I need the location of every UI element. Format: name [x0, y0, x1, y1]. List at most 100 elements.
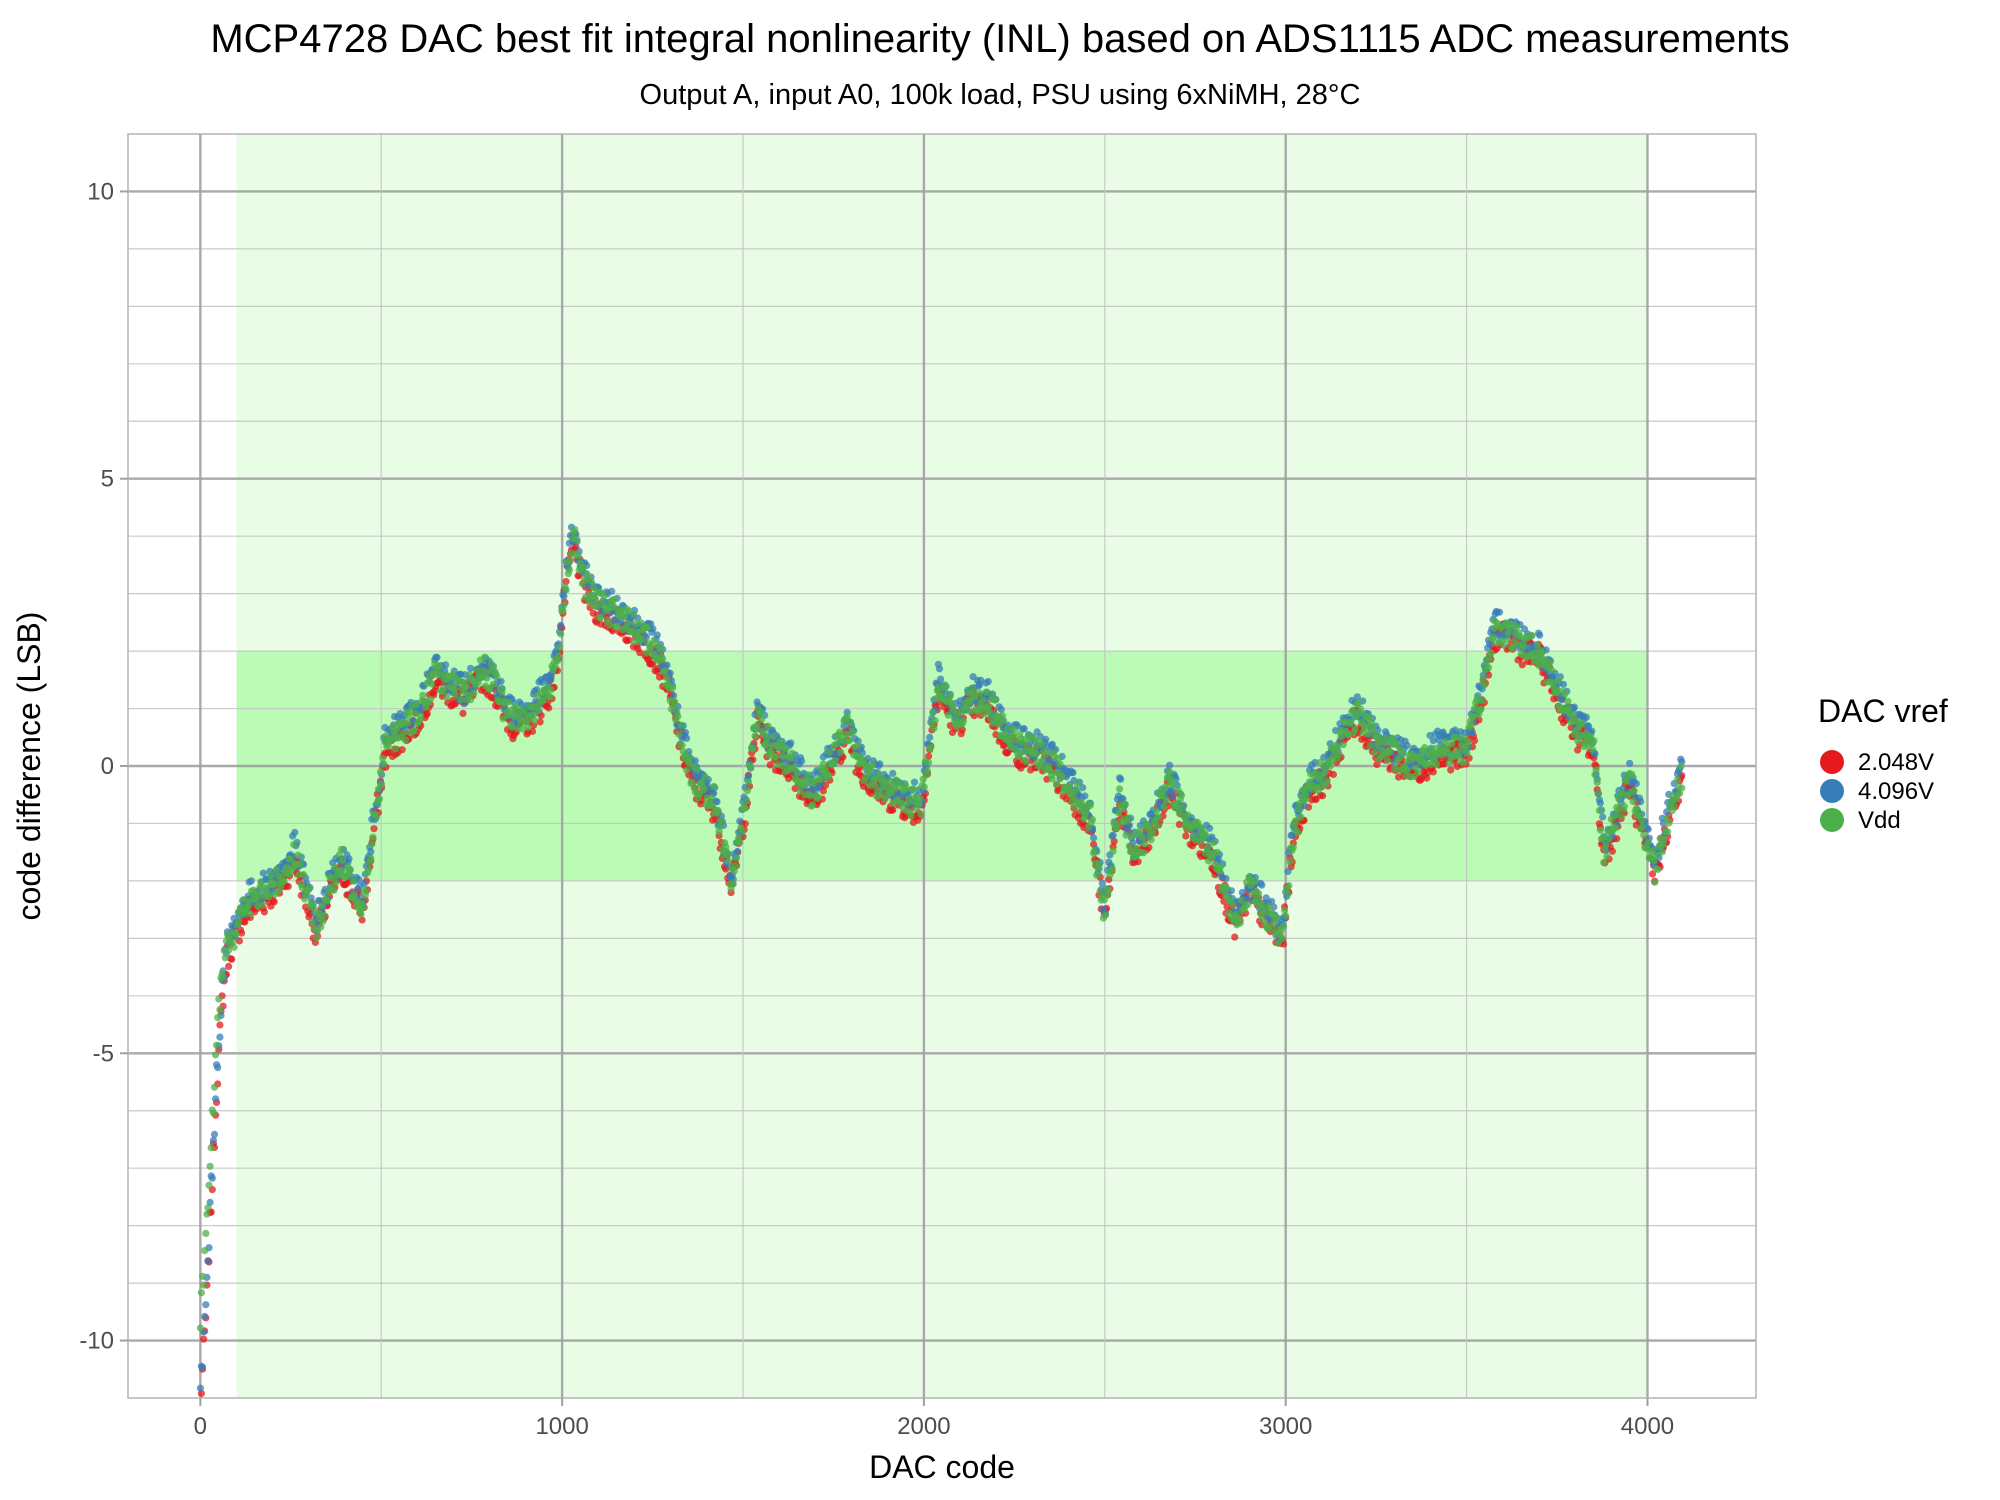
point-vdd — [969, 685, 977, 693]
point-vdd — [930, 724, 938, 732]
point-vdd — [905, 794, 913, 802]
point-vdd — [1250, 878, 1258, 886]
point-vdd — [749, 745, 757, 753]
point-vdd — [1535, 661, 1543, 669]
point-4096v — [1559, 680, 1568, 689]
point-vdd — [732, 854, 741, 862]
point-2048v — [423, 710, 431, 718]
point-vdd — [688, 778, 696, 786]
point-vdd — [1578, 719, 1586, 728]
point-vdd — [941, 681, 949, 689]
point-vdd — [1678, 784, 1686, 792]
point-vdd — [1255, 890, 1263, 898]
point-vdd — [221, 954, 229, 962]
point-2048v — [1395, 773, 1403, 781]
point-vdd — [1414, 768, 1422, 776]
point-vdd — [751, 732, 759, 740]
point-vdd — [375, 795, 383, 803]
point-vdd — [493, 672, 501, 680]
point-vdd — [763, 735, 771, 744]
point-vdd — [1213, 848, 1221, 856]
point-vdd — [1470, 705, 1479, 713]
plot-points — [196, 523, 1686, 1397]
point-vdd — [831, 757, 839, 765]
point-vdd — [839, 737, 847, 745]
point-vdd — [966, 698, 974, 706]
point-vdd — [357, 910, 365, 918]
point-vdd — [909, 785, 918, 793]
point-2048v — [1182, 832, 1190, 840]
point-vdd — [1658, 848, 1666, 856]
y-tick-label: -10 — [79, 1328, 114, 1355]
point-vdd — [661, 667, 669, 675]
point-vdd — [346, 866, 354, 874]
point-4096v — [1048, 740, 1056, 749]
point-vdd — [294, 851, 302, 859]
point-vdd — [286, 855, 294, 863]
point-vdd — [1600, 858, 1608, 867]
point-4096v — [208, 1174, 216, 1182]
point-4096v — [216, 1033, 224, 1041]
point-vdd — [1366, 742, 1374, 750]
point-vdd — [668, 684, 677, 692]
point-vdd — [1370, 726, 1378, 735]
point-4096v — [1536, 631, 1544, 639]
point-vdd — [710, 782, 718, 791]
point-vdd — [207, 1144, 215, 1152]
point-vdd — [232, 930, 240, 938]
point-vdd — [816, 776, 824, 784]
point-vdd — [826, 748, 834, 756]
point-vdd — [204, 1204, 212, 1212]
point-vdd — [489, 680, 497, 688]
point-vdd — [1362, 723, 1370, 731]
point-2048v — [1423, 774, 1431, 782]
point-vdd — [920, 783, 928, 791]
legend-label-1: 2.048V — [1858, 749, 1934, 776]
point-vdd — [1217, 863, 1225, 871]
point-vdd — [1545, 659, 1553, 667]
point-vdd — [202, 1229, 210, 1237]
point-vdd — [1149, 826, 1157, 834]
point-vdd — [1236, 919, 1244, 927]
point-vdd — [1056, 760, 1064, 768]
point-vdd — [335, 851, 343, 859]
point-vdd — [574, 552, 582, 560]
point-vdd — [845, 736, 854, 744]
point-vdd — [1676, 789, 1684, 798]
point-vdd — [1487, 649, 1495, 657]
point-vdd — [212, 1051, 220, 1059]
point-2048v — [889, 806, 897, 814]
point-vdd — [707, 794, 716, 802]
point-vdd — [336, 866, 344, 875]
point-vdd — [318, 902, 326, 910]
point-vdd — [778, 762, 786, 770]
point-vdd — [554, 652, 563, 660]
point-vdd — [1398, 749, 1406, 757]
point-vdd — [206, 1162, 214, 1170]
point-4096v — [1258, 881, 1266, 889]
point-vdd — [1602, 841, 1610, 849]
point-vdd — [450, 685, 458, 694]
point-vdd — [1312, 769, 1320, 777]
point-vdd — [1347, 718, 1355, 726]
point-vdd — [1282, 912, 1290, 920]
point-4096v — [560, 592, 568, 600]
point-vdd — [594, 602, 602, 610]
point-4096v — [1284, 867, 1292, 876]
point-vdd — [1485, 664, 1493, 672]
point-vdd — [419, 691, 427, 699]
point-vdd — [1169, 780, 1177, 788]
point-vdd — [1467, 721, 1475, 729]
point-vdd — [671, 698, 679, 706]
point-4096v — [202, 1301, 210, 1309]
point-vdd — [1072, 786, 1080, 794]
x-axis-title: DAC code — [869, 1449, 1015, 1485]
point-vdd — [1121, 800, 1129, 808]
point-vdd — [436, 670, 444, 678]
point-vdd — [1618, 789, 1626, 797]
point-vdd — [585, 598, 593, 606]
point-vdd — [362, 887, 370, 895]
point-vdd — [556, 643, 564, 651]
point-2048v — [821, 781, 830, 789]
